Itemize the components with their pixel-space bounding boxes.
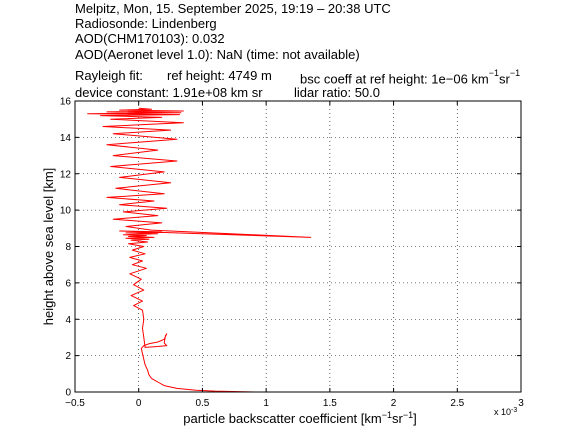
- y-tick-label: 6: [65, 278, 71, 289]
- x-axis-title: particle backscatter coefficient [km−1sr…: [183, 410, 416, 426]
- x-tick-label: 0.5: [195, 398, 209, 409]
- title-line-aod-aeronet: AOD(Aeronet level 1.0): NaN (time: not a…: [75, 47, 360, 62]
- x-tick-label: 2: [391, 398, 397, 409]
- x-tick-label: −0.5: [65, 398, 85, 409]
- x-tick-label: 1: [263, 398, 269, 409]
- axis-labels: particle backscatter coefficient [km−1sr…: [41, 168, 517, 426]
- rayleigh-ref-height: ref height: 4749 m: [167, 68, 272, 83]
- y-tick-label: 2: [65, 351, 71, 362]
- y-tick-label: 12: [60, 169, 72, 180]
- x-axis-multiplier: x 10-3: [494, 407, 517, 418]
- grid-lines: [75, 101, 521, 392]
- plot-area: [87, 107, 312, 393]
- lidar-ratio: lidar ratio: 50.0: [294, 85, 380, 100]
- y-axis-title: height above sea level [km]: [41, 168, 56, 326]
- device-constant: device constant: 1.91e+08 km sr: [75, 85, 263, 100]
- title-line-aod-chm: AOD(CHM170103): 0.032: [75, 31, 225, 46]
- title-line-radiosonde: Radiosonde: Lindenberg: [75, 16, 217, 31]
- x-tick-label: 3: [518, 398, 524, 409]
- y-tick-label: 10: [60, 206, 72, 217]
- x-tick-label: 2.5: [450, 398, 464, 409]
- y-tick-label: 4: [65, 315, 71, 326]
- y-tick-label: 8: [65, 242, 71, 253]
- x-tick-label: 0: [136, 398, 142, 409]
- series-line-0: [87, 107, 312, 393]
- y-tick-label: 0: [65, 388, 71, 399]
- title-line-station-time: Melpitz, Mon, 15. September 2025, 19:19 …: [75, 1, 391, 16]
- x-tick-label: 1.5: [323, 398, 337, 409]
- rayleigh-fit-label: Rayleigh fit:: [75, 68, 143, 83]
- rayleigh-bsc-coeff: bsc coeff at ref height: 1e−06 km−1sr−1: [300, 68, 521, 87]
- y-tick-label: 16: [60, 97, 72, 108]
- y-tick-label: 14: [60, 133, 72, 144]
